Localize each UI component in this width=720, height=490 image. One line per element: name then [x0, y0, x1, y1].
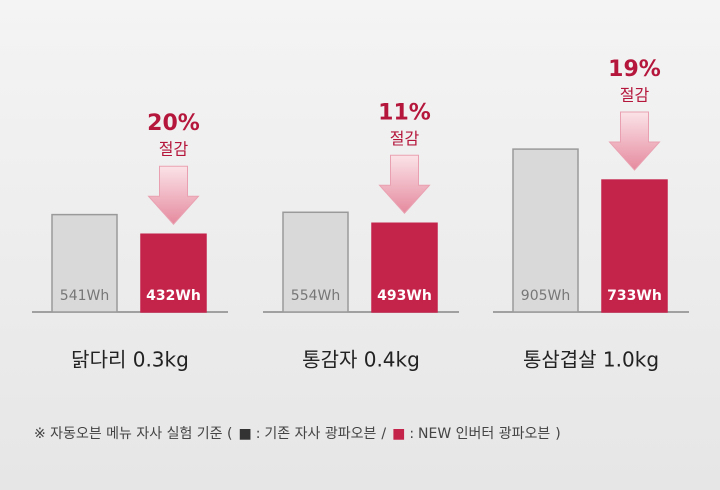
reduction-text: 절감: [620, 86, 650, 105]
category-label: 닭다리 0.3kg: [71, 348, 189, 372]
legend-separator: :: [256, 426, 261, 442]
value-label: 432Wh: [146, 288, 201, 304]
legend-swatch: ■: [392, 426, 405, 442]
reduction-percent: 11%: [378, 100, 431, 125]
bar: [51, 213, 118, 313]
reduction-arrow: [147, 165, 200, 225]
legend-divider: /: [381, 426, 386, 442]
bar: [601, 179, 668, 313]
category-label: 통삼겹살 1.0kg: [523, 348, 659, 372]
reduction-arrow: [608, 111, 661, 171]
bar: [512, 148, 579, 313]
bar: [371, 222, 438, 313]
legend-suffix: ): [555, 426, 560, 442]
bar: [140, 233, 207, 313]
value-label: 554Wh: [291, 288, 340, 304]
value-label: 541Wh: [60, 288, 109, 304]
reduction-arrow: [378, 154, 431, 215]
reduction-percent: 19%: [608, 57, 661, 82]
legend-entry: 기존 자사 광파오븐: [264, 426, 376, 442]
category-label: 통감자 0.4kg: [302, 348, 420, 372]
reduction-text: 절감: [390, 129, 420, 148]
legend-entry: NEW 인버터 광파오븐: [418, 426, 550, 442]
value-label: 733Wh: [607, 288, 662, 304]
reduction-percent: 20%: [147, 111, 200, 136]
legend-separator: :: [409, 426, 414, 442]
legend-prefix: ※ 자동오븐 메뉴 자사 실험 기준 (: [34, 426, 232, 442]
legend-swatch: ■: [238, 426, 251, 442]
value-label: 493Wh: [377, 288, 432, 304]
reduction-text: 절감: [159, 140, 189, 159]
bar: [282, 211, 349, 313]
value-label: 905Wh: [521, 288, 570, 304]
legend: ※ 자동오븐 메뉴 자사 실험 기준 (■: 기존 자사 광파오븐 / ■: NEW 인…: [34, 426, 561, 442]
